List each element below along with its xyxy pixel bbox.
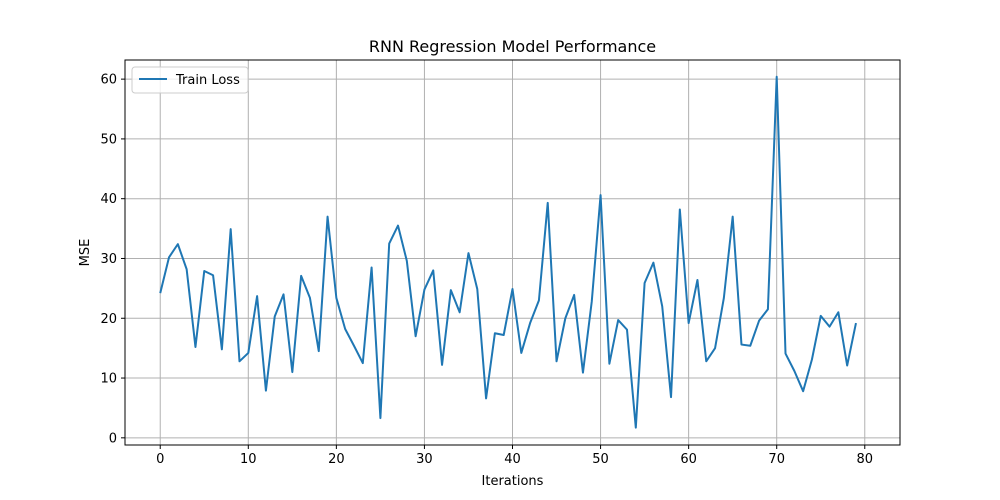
- y-axis-label: MSE: [78, 239, 93, 267]
- chart-title: RNN Regression Model Performance: [369, 37, 656, 56]
- series-layer: [159, 75, 857, 429]
- legend: Train Loss: [131, 66, 249, 94]
- y-tick-label: 30: [100, 252, 117, 267]
- y-tick-label: 10: [100, 372, 117, 387]
- y-tick-label: 0: [109, 431, 117, 446]
- x-tick-label: 40: [504, 452, 521, 467]
- legend-box: [131, 66, 249, 94]
- y-tick-label: 50: [100, 132, 117, 147]
- x-tick-label: 70: [768, 452, 785, 467]
- series-line-train-loss: [159, 75, 857, 429]
- axis-ticks: 0 10 20 30 40 50 60 70 80 0 10 20 30 40 50 60: [100, 73, 873, 467]
- x-axis-label: Iterations: [482, 474, 544, 489]
- y-tick-label: 40: [100, 192, 117, 207]
- y-tick-label: 60: [100, 73, 117, 88]
- legend-label-train-loss: Train Loss: [175, 73, 240, 88]
- x-tick-label: 50: [592, 452, 609, 467]
- x-tick-label: 10: [240, 452, 257, 467]
- y-tick-label: 20: [100, 312, 117, 327]
- x-tick-label: 80: [856, 452, 873, 467]
- x-tick-label: 30: [416, 452, 433, 467]
- x-tick-label: 20: [328, 452, 345, 467]
- x-tick-label: 0: [156, 452, 164, 467]
- grid: [125, 60, 900, 445]
- x-tick-label: 60: [680, 452, 697, 467]
